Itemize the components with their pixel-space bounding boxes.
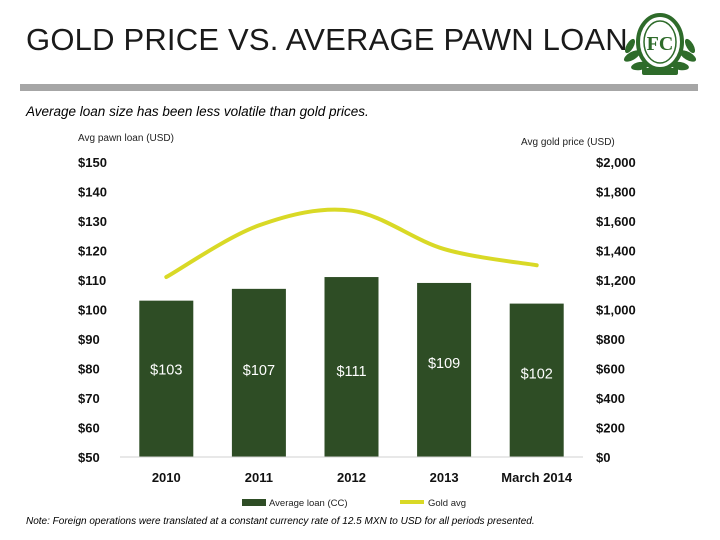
- y-tick-right: $2,000: [596, 155, 636, 170]
- line-series: [164, 207, 539, 280]
- x-tick-label: March 2014: [501, 470, 573, 485]
- y-tick-left: $120: [78, 244, 107, 259]
- y-tick-right: $1,000: [596, 303, 636, 318]
- y-tick-left: $50: [78, 450, 100, 465]
- category-labels: 2010 2011 2012 2013 March 2014: [152, 470, 573, 485]
- y-axis-title-left: Avg pawn loan (USD): [78, 133, 174, 144]
- y-tick-left: $80: [78, 362, 100, 377]
- title-rule: [20, 84, 698, 91]
- y-tick-right: $1,200: [596, 273, 636, 288]
- legend-label-gold-avg: Gold avg: [428, 498, 466, 509]
- footnote: Note: Foreign operations were translated…: [26, 516, 535, 527]
- y-tick-left: $130: [78, 214, 107, 229]
- bar-data-label: $102: [521, 367, 553, 383]
- y-tick-right: $200: [596, 421, 625, 436]
- x-tick-label: 2010: [152, 470, 181, 485]
- logo-lettering: FC: [647, 33, 674, 55]
- bar-data-label: $107: [243, 363, 275, 379]
- y-tick-left: $150: [78, 155, 107, 170]
- y-tick-left: $140: [78, 185, 107, 200]
- x-tick-label: 2012: [337, 470, 366, 485]
- gold-avg-line: [164, 207, 539, 280]
- x-tick-label: 2013: [430, 470, 459, 485]
- legend-swatch-average-loan: [242, 499, 266, 506]
- bar: [139, 300, 194, 457]
- y-tick-right: $1,600: [596, 214, 636, 229]
- left-axis-ticks: $50 $60 $70 $80 $90 $100 $110 $120 $130 $140 $150: [78, 155, 107, 465]
- y-axis-title-right: Avg gold price (USD): [521, 137, 615, 148]
- y-tick-right: $1,400: [596, 244, 636, 259]
- y-tick-right: $800: [596, 332, 625, 347]
- x-tick-label: 2011: [245, 470, 273, 485]
- y-tick-left: $110: [78, 273, 106, 288]
- y-tick-left: $100: [78, 303, 107, 318]
- chart-legend: Average loan (CC) Gold avg: [242, 498, 466, 509]
- y-tick-right: $600: [596, 362, 625, 377]
- bar: [324, 277, 379, 457]
- chart-subtitle: Average loan size has been less volatile…: [26, 104, 369, 119]
- bar-data-label: $109: [428, 356, 460, 372]
- y-tick-left: $70: [78, 391, 100, 406]
- y-tick-left: $90: [78, 332, 100, 347]
- y-tick-right: $1,800: [596, 185, 636, 200]
- bar: [231, 288, 286, 457]
- legend-label-average-loan: Average loan (CC): [269, 498, 348, 509]
- right-axis-ticks: $0 $200 $400 $600 $800 $1,000 $1,200 $1,400 $1,6…: [596, 155, 636, 465]
- y-tick-right: $400: [596, 391, 625, 406]
- bar: [417, 282, 472, 457]
- bar-data-label: $103: [150, 363, 182, 379]
- slide-title: GOLD PRICE VS. AVERAGE PAWN LOAN: [26, 22, 628, 57]
- bar-series: $103 $107 $111 $109 $102: [139, 277, 564, 457]
- bar: [509, 303, 564, 457]
- y-tick-left: $60: [78, 421, 100, 436]
- bar-data-label: $111: [336, 364, 366, 380]
- fc-crest-logo-icon: FC: [623, 13, 697, 75]
- y-tick-right: $0: [596, 450, 610, 465]
- legend-swatch-gold-avg: [400, 500, 424, 504]
